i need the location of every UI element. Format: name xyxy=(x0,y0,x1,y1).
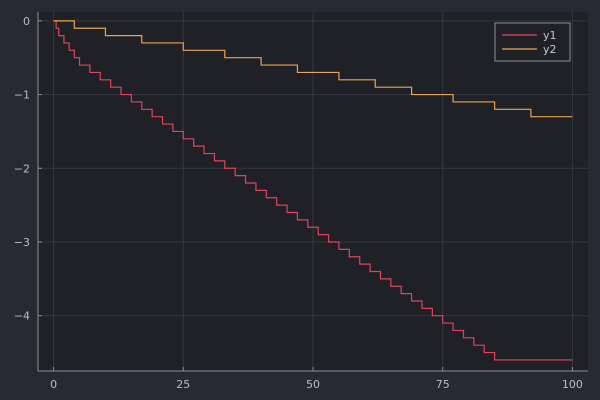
legend-label-y1: y1 xyxy=(543,29,557,42)
series-lines xyxy=(53,20,573,361)
legend-box xyxy=(494,22,571,62)
x-tick-label: 75 xyxy=(436,378,450,391)
series-line-y1 xyxy=(53,20,573,361)
x-tick-label: 100 xyxy=(562,378,583,391)
tick-labels: 0 25 50 75 100 0 −1 −2 −3 −4 xyxy=(14,15,583,391)
legend-label-y2: y2 xyxy=(543,43,557,56)
grid-lines xyxy=(38,12,588,371)
y-tick-label: −3 xyxy=(14,236,30,249)
x-tick-label: 0 xyxy=(50,378,57,391)
x-tick-label: 50 xyxy=(306,378,320,391)
y-tick-label: 0 xyxy=(23,15,30,28)
y-tick-label: −1 xyxy=(14,89,30,102)
series-line-y2 xyxy=(53,20,573,118)
x-tick-label: 25 xyxy=(176,378,190,391)
y-tick-label: −2 xyxy=(14,162,30,175)
y-tick-label: −4 xyxy=(14,310,30,323)
